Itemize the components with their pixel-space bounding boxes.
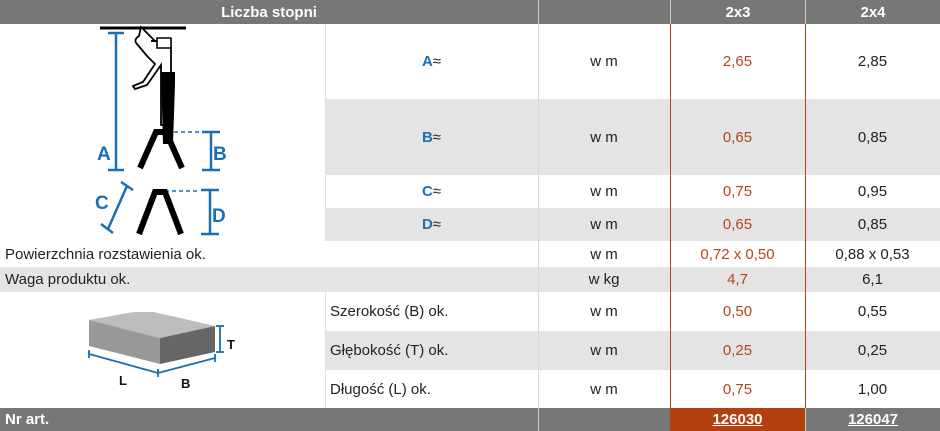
label-t: T xyxy=(227,337,235,352)
stripe xyxy=(325,331,940,370)
label-c: C xyxy=(95,193,109,214)
unit: w kg xyxy=(588,271,620,288)
value-2x4: 0,95 xyxy=(857,183,888,200)
label-l: L xyxy=(119,373,127,388)
unit: w m xyxy=(590,245,618,263)
unit: w m xyxy=(590,342,618,359)
value-2x3: 0,65 xyxy=(722,128,753,146)
dim-label-c: C ≈ xyxy=(421,183,442,200)
footer-label: Nr art. xyxy=(0,408,538,431)
unit: w m xyxy=(590,380,618,398)
value-2x4: 0,55 xyxy=(857,303,888,320)
value-2x3: 0,65 xyxy=(722,216,753,233)
article-link-2x3[interactable]: 126030 xyxy=(712,411,763,428)
footer-unit xyxy=(538,408,670,431)
dim-label-b: B ≈ xyxy=(421,128,442,146)
value-2x4: 2,85 xyxy=(857,53,888,70)
package-dimensions-diagram: L B T xyxy=(88,312,235,391)
value-2x3: 0,50 xyxy=(722,303,753,320)
ladder-dimensions-diagram: A B C D xyxy=(95,25,227,236)
row-label: Szerokość (B) ok. xyxy=(330,303,449,320)
header-unit xyxy=(538,0,670,24)
highlight-border xyxy=(805,24,806,408)
row-label: Długość (L) ok. xyxy=(330,380,431,398)
value-2x4: 0,85 xyxy=(857,216,888,233)
article-cell-2x3: 126030 xyxy=(670,408,805,431)
article-link-2x4[interactable]: 126047 xyxy=(847,411,899,428)
row-label: Waga produktu ok. xyxy=(5,271,131,288)
divider xyxy=(325,24,326,241)
unit: w m xyxy=(590,128,618,146)
row-label: Głębokość (T) ok. xyxy=(330,342,449,359)
stripe xyxy=(325,208,940,241)
stripe xyxy=(325,99,940,175)
worker-figure xyxy=(131,25,175,144)
divider xyxy=(325,292,326,408)
row-label: Powierzchnia rozstawienia ok. xyxy=(5,245,206,263)
unit: w m xyxy=(590,183,618,200)
header-col-2x4: 2x4 xyxy=(805,0,940,24)
value-2x3: 4,7 xyxy=(727,271,748,288)
dim-label-a: A ≈ xyxy=(421,53,442,70)
header-col-2x3: 2x3 xyxy=(670,0,805,24)
ladder-open xyxy=(137,129,185,170)
label-a: A xyxy=(97,144,111,165)
unit: w m xyxy=(590,216,618,233)
value-2x3: 0,25 xyxy=(722,342,753,359)
value-2x3: 0,75 xyxy=(722,380,753,398)
value-2x3: 0,75 xyxy=(722,183,753,200)
label-b: B xyxy=(181,376,190,391)
ladder-base xyxy=(136,189,184,236)
value-2x4: 0,25 xyxy=(857,342,888,359)
article-cell-2x4: 126047 xyxy=(805,408,940,431)
divider xyxy=(538,24,539,408)
dim-label-d: D ≈ xyxy=(421,216,442,233)
highlight-border xyxy=(670,24,671,408)
value-2x4: 0,88 x 0,53 xyxy=(835,245,910,263)
value-2x3: 2,65 xyxy=(722,53,753,70)
value-2x4: 0,85 xyxy=(857,128,888,146)
value-2x4: 1,00 xyxy=(857,380,888,398)
header-title: Liczba stopni xyxy=(0,0,538,24)
value-2x3: 0,72 x 0,50 xyxy=(700,245,775,263)
stripe xyxy=(0,267,940,292)
unit: w m xyxy=(590,53,618,70)
label-d: D xyxy=(212,206,226,227)
value-2x4: 6,1 xyxy=(862,271,883,288)
label-b: B xyxy=(213,144,227,165)
unit: w m xyxy=(590,303,618,320)
